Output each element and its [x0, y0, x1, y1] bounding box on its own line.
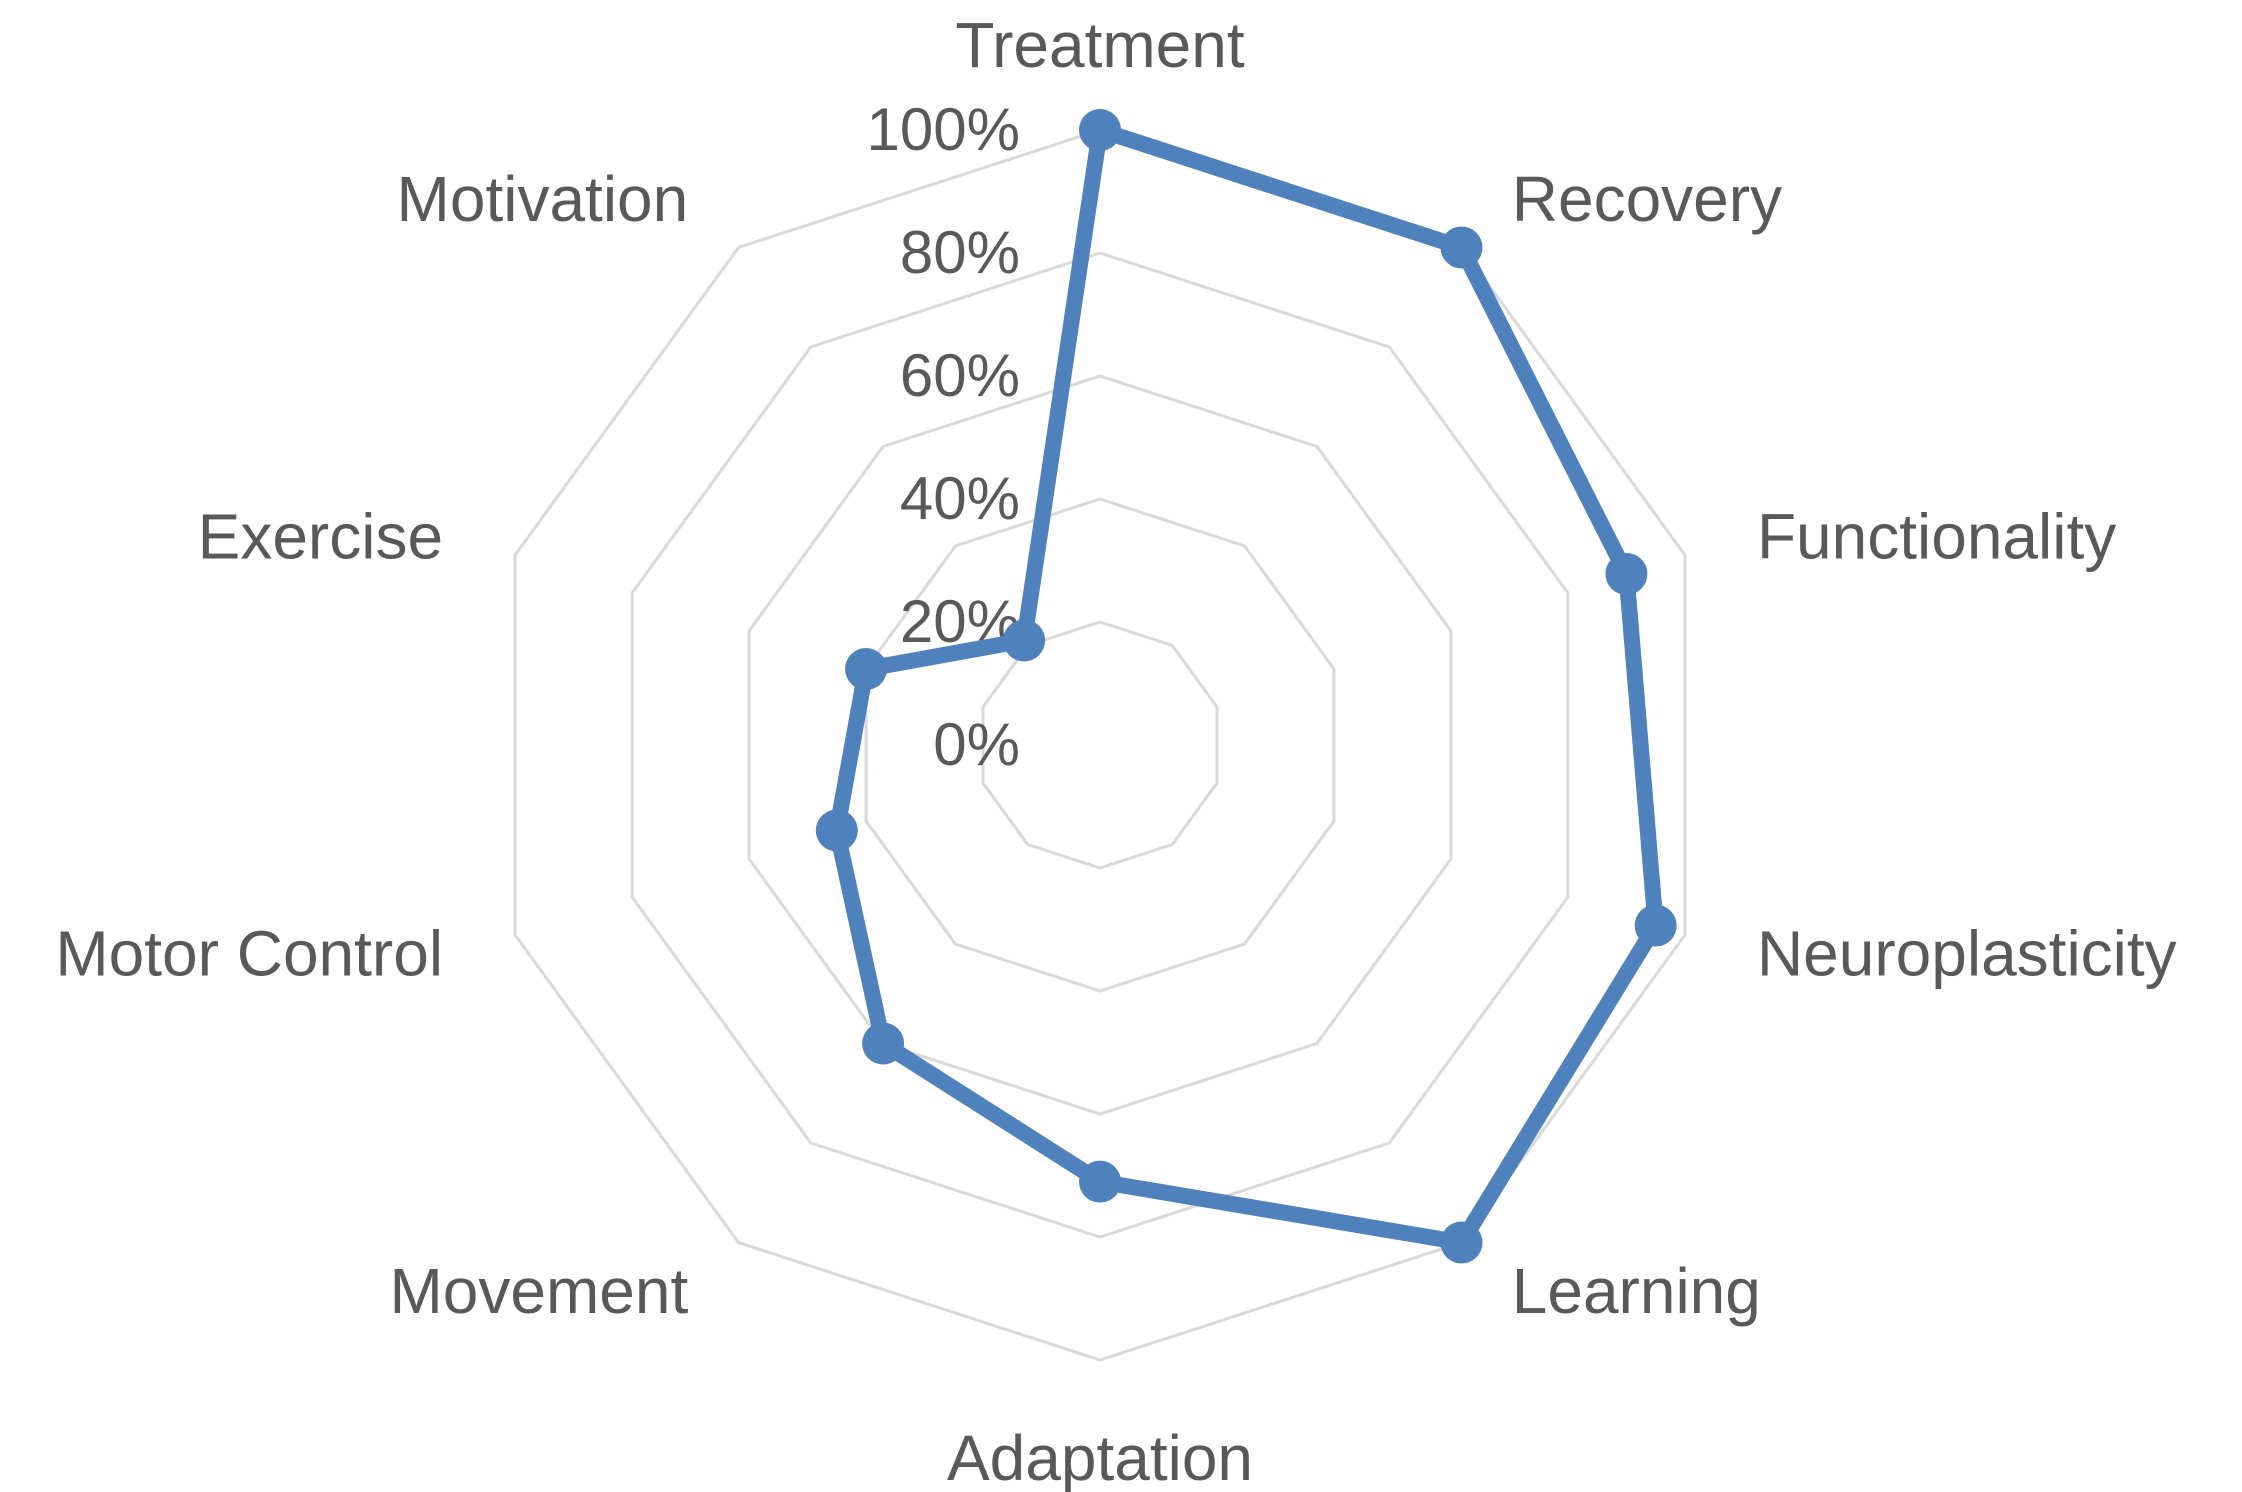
grid-ring-20	[981, 620, 1219, 870]
category-label: Neuroplasticity	[1757, 918, 2177, 990]
category-label: Adaptation	[947, 1422, 1253, 1492]
category-label: Functionality	[1757, 500, 2116, 572]
grid-ring-40	[864, 497, 1336, 993]
data-point	[1003, 619, 1046, 662]
data-point	[1634, 904, 1677, 947]
category-label: Treatment	[955, 9, 1245, 81]
tick-label: 60%	[900, 342, 1020, 409]
grid-ring-60	[747, 374, 1453, 1116]
category-label: Learning	[1512, 1255, 1761, 1327]
category-labels: Treatment Recovery Functionality Neuroplast…	[55, 9, 2176, 1492]
category-label: Motor Control	[55, 918, 443, 990]
category-label: Exercise	[198, 500, 443, 572]
data-point	[1079, 1160, 1121, 1203]
data-point	[845, 647, 888, 690]
category-label: Movement	[389, 1255, 688, 1327]
radial-tick-labels: 0%20%40%60%80%100%	[867, 96, 1020, 778]
data-point	[815, 809, 858, 852]
series-line	[828, 122, 1664, 1251]
category-label: Motivation	[397, 163, 689, 235]
tick-label: 40%	[900, 465, 1020, 532]
tick-label: 100%	[867, 96, 1020, 163]
grid-ring-80	[630, 251, 1570, 1239]
grid-ring-100	[513, 128, 1687, 1362]
tick-label: 80%	[900, 219, 1020, 286]
category-label: Recovery	[1512, 163, 1782, 235]
data-point	[1440, 226, 1483, 269]
tick-label: 0%	[933, 711, 1020, 778]
grid	[513, 128, 1687, 1362]
series	[815, 109, 1677, 1264]
data-point	[1440, 1221, 1483, 1264]
data-point	[1605, 552, 1648, 595]
data-point	[1079, 109, 1121, 151]
data-point	[862, 1022, 905, 1065]
